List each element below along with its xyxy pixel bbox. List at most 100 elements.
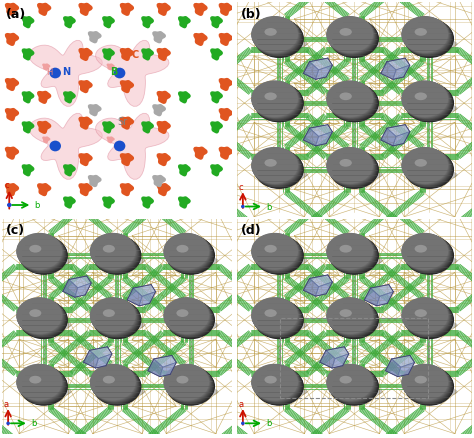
Ellipse shape: [406, 102, 457, 114]
Ellipse shape: [17, 233, 63, 270]
Polygon shape: [120, 183, 134, 196]
Ellipse shape: [328, 365, 375, 403]
Ellipse shape: [253, 82, 301, 120]
Ellipse shape: [328, 365, 376, 403]
Ellipse shape: [252, 17, 299, 54]
Ellipse shape: [19, 236, 67, 274]
Ellipse shape: [327, 364, 374, 401]
Ellipse shape: [329, 84, 378, 122]
Ellipse shape: [164, 233, 209, 269]
Polygon shape: [63, 91, 76, 103]
Ellipse shape: [402, 298, 450, 336]
Ellipse shape: [401, 16, 449, 53]
Polygon shape: [361, 49, 474, 157]
Ellipse shape: [91, 364, 137, 401]
Ellipse shape: [403, 366, 451, 403]
Ellipse shape: [92, 236, 140, 274]
Polygon shape: [88, 175, 101, 187]
Polygon shape: [178, 196, 191, 208]
Polygon shape: [78, 48, 93, 61]
Ellipse shape: [21, 386, 72, 398]
Ellipse shape: [254, 300, 302, 338]
Ellipse shape: [92, 366, 140, 404]
Ellipse shape: [251, 297, 298, 334]
Ellipse shape: [164, 297, 209, 334]
Polygon shape: [124, 333, 257, 438]
Ellipse shape: [165, 366, 212, 403]
Polygon shape: [211, 0, 347, 92]
Ellipse shape: [404, 83, 453, 121]
Ellipse shape: [403, 299, 451, 336]
Ellipse shape: [328, 235, 376, 272]
Circle shape: [114, 67, 125, 78]
Polygon shape: [107, 64, 115, 71]
Text: H: H: [46, 68, 53, 77]
Circle shape: [49, 141, 61, 152]
Ellipse shape: [331, 319, 383, 331]
Circle shape: [7, 203, 11, 207]
Ellipse shape: [19, 236, 68, 275]
Ellipse shape: [16, 297, 62, 334]
Ellipse shape: [92, 299, 139, 337]
Polygon shape: [310, 275, 332, 287]
Ellipse shape: [19, 236, 67, 274]
Ellipse shape: [19, 300, 67, 339]
Ellipse shape: [253, 234, 301, 272]
Text: (c): (c): [6, 224, 25, 237]
Polygon shape: [107, 136, 115, 144]
Text: b: b: [31, 420, 36, 428]
Ellipse shape: [254, 367, 303, 405]
Ellipse shape: [166, 367, 215, 405]
Ellipse shape: [327, 16, 374, 53]
Ellipse shape: [255, 150, 304, 189]
Ellipse shape: [328, 366, 376, 403]
Ellipse shape: [328, 18, 376, 55]
Ellipse shape: [327, 298, 374, 336]
Ellipse shape: [251, 81, 299, 117]
Text: b: b: [266, 420, 272, 428]
Ellipse shape: [254, 19, 303, 57]
Ellipse shape: [401, 147, 449, 184]
Ellipse shape: [328, 82, 376, 120]
Ellipse shape: [327, 81, 374, 118]
Polygon shape: [286, 333, 422, 438]
Ellipse shape: [328, 148, 376, 186]
Ellipse shape: [405, 150, 454, 189]
Ellipse shape: [92, 235, 139, 273]
Ellipse shape: [253, 365, 301, 403]
Ellipse shape: [328, 18, 377, 56]
Ellipse shape: [166, 236, 215, 274]
Ellipse shape: [254, 150, 303, 188]
Ellipse shape: [90, 364, 136, 400]
Circle shape: [6, 422, 10, 425]
Ellipse shape: [19, 367, 68, 406]
Ellipse shape: [403, 18, 451, 55]
Ellipse shape: [329, 300, 377, 338]
Ellipse shape: [403, 149, 452, 187]
Ellipse shape: [164, 364, 209, 400]
Polygon shape: [219, 78, 233, 91]
Ellipse shape: [329, 236, 378, 274]
Polygon shape: [286, 116, 422, 223]
Ellipse shape: [164, 298, 210, 335]
Polygon shape: [37, 3, 51, 16]
Ellipse shape: [328, 299, 377, 337]
Ellipse shape: [92, 300, 140, 338]
Ellipse shape: [404, 300, 454, 339]
Ellipse shape: [329, 367, 378, 405]
Polygon shape: [90, 347, 112, 359]
Polygon shape: [211, 266, 347, 374]
Polygon shape: [22, 48, 35, 60]
Ellipse shape: [326, 233, 373, 269]
Ellipse shape: [404, 366, 452, 404]
Ellipse shape: [327, 148, 374, 185]
Ellipse shape: [404, 19, 454, 57]
Ellipse shape: [90, 364, 136, 401]
Ellipse shape: [251, 233, 299, 270]
Ellipse shape: [401, 233, 448, 269]
Ellipse shape: [415, 159, 427, 167]
Polygon shape: [219, 3, 233, 16]
Ellipse shape: [167, 367, 215, 406]
Ellipse shape: [330, 300, 379, 339]
Polygon shape: [124, 202, 257, 309]
